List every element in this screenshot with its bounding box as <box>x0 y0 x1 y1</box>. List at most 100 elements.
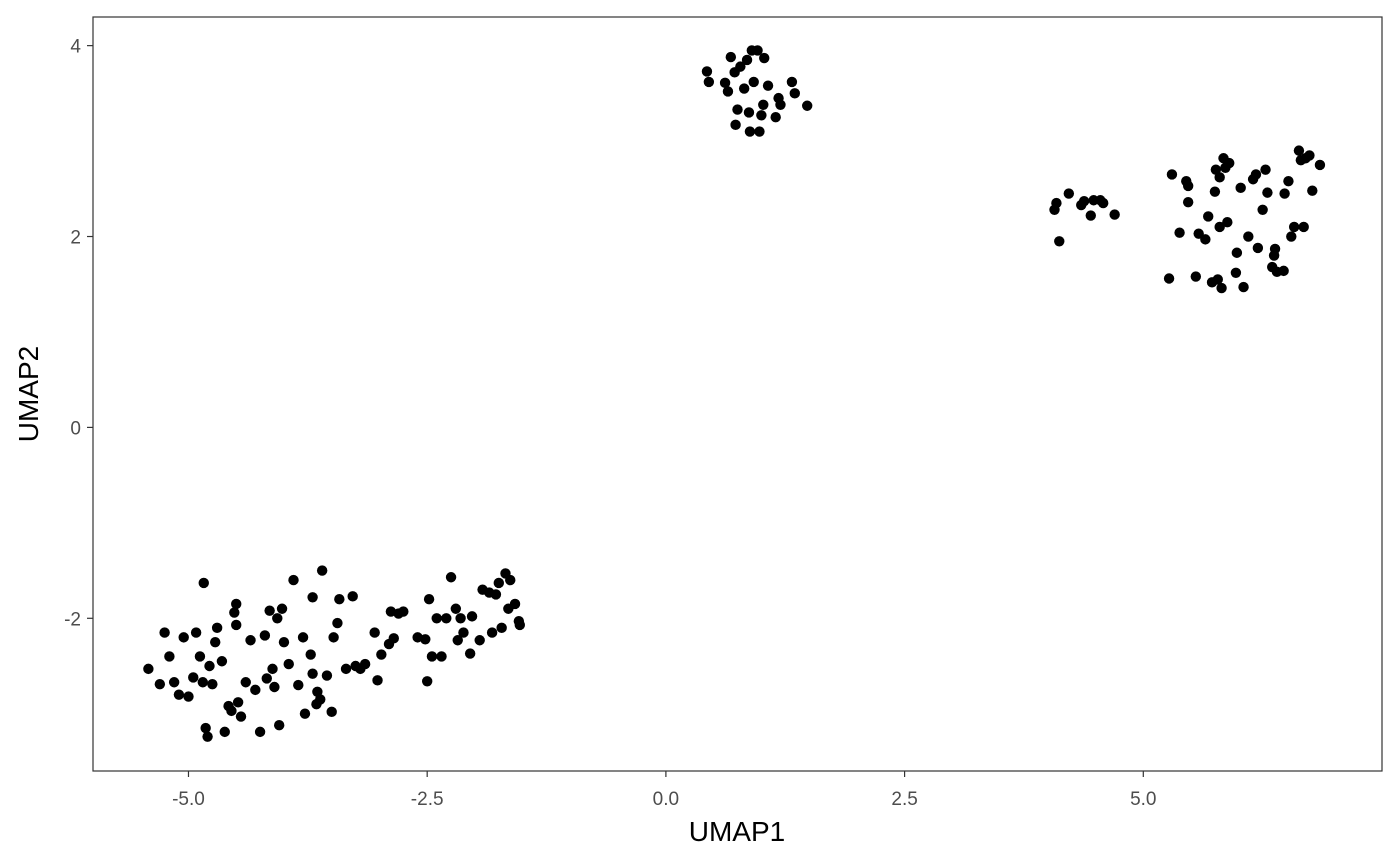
data-point <box>328 632 339 643</box>
data-point <box>278 636 290 648</box>
data-point <box>756 110 767 121</box>
data-point <box>283 658 294 670</box>
data-point <box>1222 217 1233 228</box>
data-point <box>1304 150 1315 161</box>
data-point <box>188 672 199 683</box>
data-point <box>178 632 189 643</box>
data-point <box>754 126 765 137</box>
data-point <box>496 622 507 634</box>
data-point <box>486 627 498 638</box>
data-point <box>347 591 358 602</box>
data-point <box>307 592 318 603</box>
data-point <box>1243 231 1254 242</box>
data-point <box>1288 221 1300 233</box>
data-point <box>759 52 770 64</box>
data-point <box>701 66 713 77</box>
data-point <box>1257 204 1268 215</box>
data-point <box>231 619 242 631</box>
data-point <box>293 679 304 691</box>
data-point <box>436 651 447 662</box>
data-point <box>732 104 743 115</box>
plot-panel-border <box>92 16 1383 772</box>
data-point <box>216 656 228 667</box>
data-point <box>730 119 741 131</box>
data-point <box>359 658 371 670</box>
data-point <box>758 99 769 111</box>
data-point <box>288 574 299 586</box>
data-point <box>474 635 485 646</box>
data-point <box>1260 164 1271 175</box>
data-point <box>1293 145 1305 156</box>
data-point <box>452 635 463 646</box>
data-point <box>1278 265 1289 277</box>
data-point <box>321 670 333 681</box>
y-tick-label: 0 <box>70 418 81 439</box>
x-axis-title: UMAP1 <box>689 816 785 847</box>
x-axis: -5.0 -2.5 0.0 2.5 5.0 <box>172 771 1157 810</box>
data-point <box>748 76 759 88</box>
data-point <box>1085 210 1096 221</box>
data-point <box>703 76 715 88</box>
data-point <box>1078 196 1090 207</box>
data-point <box>802 100 813 111</box>
data-point <box>297 632 309 643</box>
data-point <box>770 112 781 123</box>
data-point <box>372 675 383 686</box>
points-layer <box>143 45 1326 742</box>
data-point <box>388 633 399 644</box>
data-point <box>1182 180 1194 192</box>
data-point <box>143 663 154 675</box>
y-axis: -2 0 2 4 <box>64 37 93 630</box>
data-point <box>738 83 750 94</box>
data-point <box>455 613 466 624</box>
data-point <box>264 605 275 616</box>
data-point <box>441 613 452 624</box>
data-point <box>1182 196 1194 208</box>
data-point <box>299 708 311 719</box>
data-point <box>1063 188 1075 199</box>
data-point <box>762 80 774 91</box>
data-point <box>1051 197 1062 209</box>
data-point <box>1230 267 1242 278</box>
x-tick-label: 5.0 <box>1130 789 1156 810</box>
data-point <box>1262 187 1273 198</box>
data-point <box>376 649 387 660</box>
data-point <box>445 572 457 583</box>
data-point <box>207 678 218 690</box>
x-tick-label: -2.5 <box>411 789 444 810</box>
data-point <box>210 636 221 648</box>
data-point <box>464 648 476 659</box>
data-point <box>219 726 230 738</box>
data-point <box>276 603 288 614</box>
data-point <box>1235 182 1246 194</box>
y-tick-label: -2 <box>64 609 81 630</box>
data-point <box>741 54 753 66</box>
data-point <box>458 627 469 638</box>
data-point <box>168 677 180 688</box>
data-point <box>273 719 285 731</box>
data-point <box>245 635 256 646</box>
data-point <box>1224 157 1235 169</box>
data-point <box>514 619 525 631</box>
data-point <box>194 651 206 662</box>
data-point <box>183 691 194 702</box>
data-point <box>735 61 746 72</box>
data-point <box>332 617 343 629</box>
data-point <box>340 663 352 675</box>
data-point <box>305 649 316 660</box>
data-point <box>1097 197 1109 209</box>
data-point <box>235 711 247 722</box>
y-tick-label: 4 <box>70 37 81 58</box>
data-point <box>200 722 211 734</box>
data-point <box>505 574 516 586</box>
data-point <box>173 689 185 700</box>
data-point <box>1174 227 1185 238</box>
data-point <box>1250 169 1262 180</box>
data-point <box>466 611 478 622</box>
data-point <box>490 589 502 600</box>
data-point <box>775 99 786 111</box>
data-point <box>493 577 504 589</box>
data-point <box>1298 221 1309 233</box>
data-point <box>315 694 326 705</box>
data-point <box>1216 282 1227 294</box>
